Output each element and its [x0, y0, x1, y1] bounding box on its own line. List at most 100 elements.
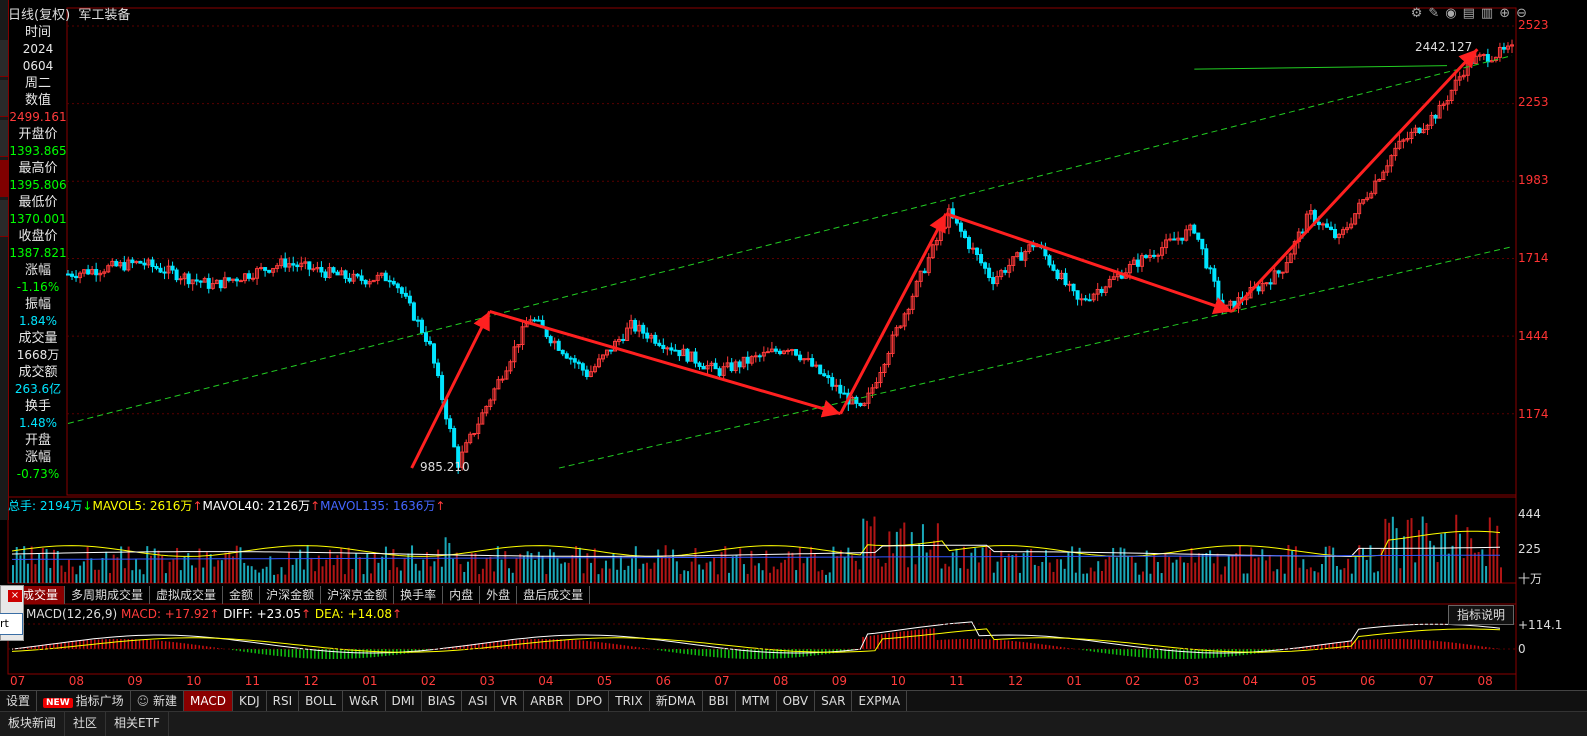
volume-bar	[307, 545, 309, 583]
tab-mtm[interactable]: MTM	[736, 691, 777, 711]
volume-bar	[556, 558, 558, 583]
volume-bar	[493, 571, 495, 583]
tab-hs-amount[interactable]: 沪深金额	[260, 586, 321, 604]
close-icon[interactable]: ×	[8, 590, 22, 602]
volume-bar	[683, 570, 685, 583]
candle-body	[610, 350, 613, 351]
tab-rsi[interactable]: RSI	[267, 691, 300, 711]
candle-body	[1100, 289, 1103, 292]
volume-bar	[564, 562, 566, 583]
volume-bar	[1284, 574, 1286, 583]
tab-sector-news[interactable]: 板块新闻	[0, 712, 65, 736]
volume-bar	[1485, 566, 1487, 583]
macd-bar	[404, 649, 406, 654]
trash-icon[interactable]: ▥	[1481, 6, 1493, 22]
tab-kdj[interactable]: KDJ	[233, 691, 267, 711]
tab-bbi[interactable]: BBI	[703, 691, 736, 711]
trend-arrow	[841, 214, 946, 414]
start-button[interactable]: rt	[0, 613, 23, 635]
candle-body	[565, 354, 568, 358]
eye-icon[interactable]: ◉	[1445, 6, 1456, 22]
info-value: 2499.161	[9, 109, 67, 126]
info-time-date: 0604	[9, 58, 67, 75]
tab-asi[interactable]: ASI	[462, 691, 494, 711]
volume-bar	[795, 570, 797, 583]
tab-expma[interactable]: EXPMA	[852, 691, 907, 711]
new-indicator-button[interactable]: ☺ 新建	[131, 691, 184, 711]
candle-body	[674, 350, 677, 351]
candle-body	[678, 350, 681, 355]
macd-bar	[631, 646, 633, 649]
macd-bar	[1392, 639, 1394, 649]
tab-outer[interactable]: 外盘	[480, 586, 517, 604]
tab-related-etf[interactable]: 相关ETF	[106, 712, 169, 736]
month-tick: 08	[773, 674, 788, 688]
indicator-help-button[interactable]: 指标说明	[1448, 605, 1514, 625]
macd-tick-zero: 0	[1518, 642, 1526, 656]
tab-hsj-amount[interactable]: 沪深京金额	[321, 586, 394, 604]
macd-bar	[157, 641, 159, 649]
volume-bar	[553, 552, 555, 583]
info-volume-value: 1668万	[9, 347, 67, 364]
tab-boll[interactable]: BOLL	[299, 691, 343, 711]
left-tab[interactable]	[0, 200, 8, 237]
mavol5-line	[12, 531, 1500, 556]
tab-turnover[interactable]: 换手率	[394, 586, 443, 604]
candle-body	[1325, 224, 1328, 227]
volume-bar	[180, 570, 182, 583]
macd-bar	[191, 644, 193, 649]
tab-dmi[interactable]: DMI	[386, 691, 422, 711]
macd-bar	[303, 649, 305, 658]
chart-type-label[interactable]: 日线(复权)	[8, 8, 70, 23]
info-time-year: 2024	[9, 41, 67, 58]
tab-macd[interactable]: MACD	[184, 691, 233, 711]
tab-new-dma[interactable]: 新DMA	[650, 691, 703, 711]
tab-arbr[interactable]: ARBR	[524, 691, 570, 711]
volume-bar	[1366, 560, 1368, 583]
volume-bar	[94, 570, 96, 583]
gear-icon[interactable]: ⚙	[1411, 6, 1423, 22]
tab-virtual-volume[interactable]: 虚拟成交量	[150, 586, 223, 604]
macd-bar	[1149, 649, 1151, 658]
tab-multi-period-volume[interactable]: 多周期成交量	[65, 586, 150, 604]
tab-after-hours-volume[interactable]: 盘后成交量	[517, 586, 590, 604]
left-tab-active[interactable]	[0, 160, 8, 197]
volume-bar	[1056, 559, 1058, 583]
left-tab[interactable]	[0, 40, 8, 77]
volume-bar	[959, 568, 961, 583]
palette-icon[interactable]: ▤	[1463, 6, 1475, 22]
tab-wr[interactable]: W&R	[343, 691, 386, 711]
volume-bar	[90, 558, 92, 583]
left-tab[interactable]	[0, 80, 8, 117]
volume-bar	[1105, 559, 1107, 583]
tab-community[interactable]: 社区	[65, 712, 106, 736]
volume-bar	[728, 573, 730, 583]
settings-button[interactable]: 设置	[0, 691, 37, 711]
left-side-tabs[interactable]	[0, 0, 9, 520]
macd-bar	[165, 641, 167, 649]
volume-bar	[172, 560, 174, 583]
left-tab[interactable]	[0, 120, 8, 157]
macd-bar	[687, 649, 689, 654]
macd-bar	[594, 642, 596, 649]
volume-bar	[918, 543, 920, 583]
tab-inner[interactable]: 内盘	[443, 586, 480, 604]
pen-icon[interactable]: ✎	[1428, 6, 1439, 22]
volume-bar	[452, 559, 454, 583]
tab-vr[interactable]: VR	[495, 691, 525, 711]
candle-body	[1020, 253, 1023, 261]
zoom-in-icon[interactable]: ⊕	[1499, 6, 1510, 22]
tab-bias[interactable]: BIAS	[422, 691, 463, 711]
tab-obv[interactable]: OBV	[777, 691, 816, 711]
candle-body	[239, 281, 242, 282]
tab-dpo[interactable]: DPO	[570, 691, 609, 711]
macd-bar	[1437, 641, 1439, 649]
tab-amount[interactable]: 金额	[223, 586, 260, 604]
info-panel: 时间 2024 0604 周二 数值 2499.161 开盘价 1393.865…	[9, 24, 67, 483]
tab-trix[interactable]: TRIX	[609, 691, 649, 711]
volume-bar	[810, 547, 812, 583]
volume-bar	[303, 570, 305, 583]
tab-sar[interactable]: SAR	[815, 691, 852, 711]
